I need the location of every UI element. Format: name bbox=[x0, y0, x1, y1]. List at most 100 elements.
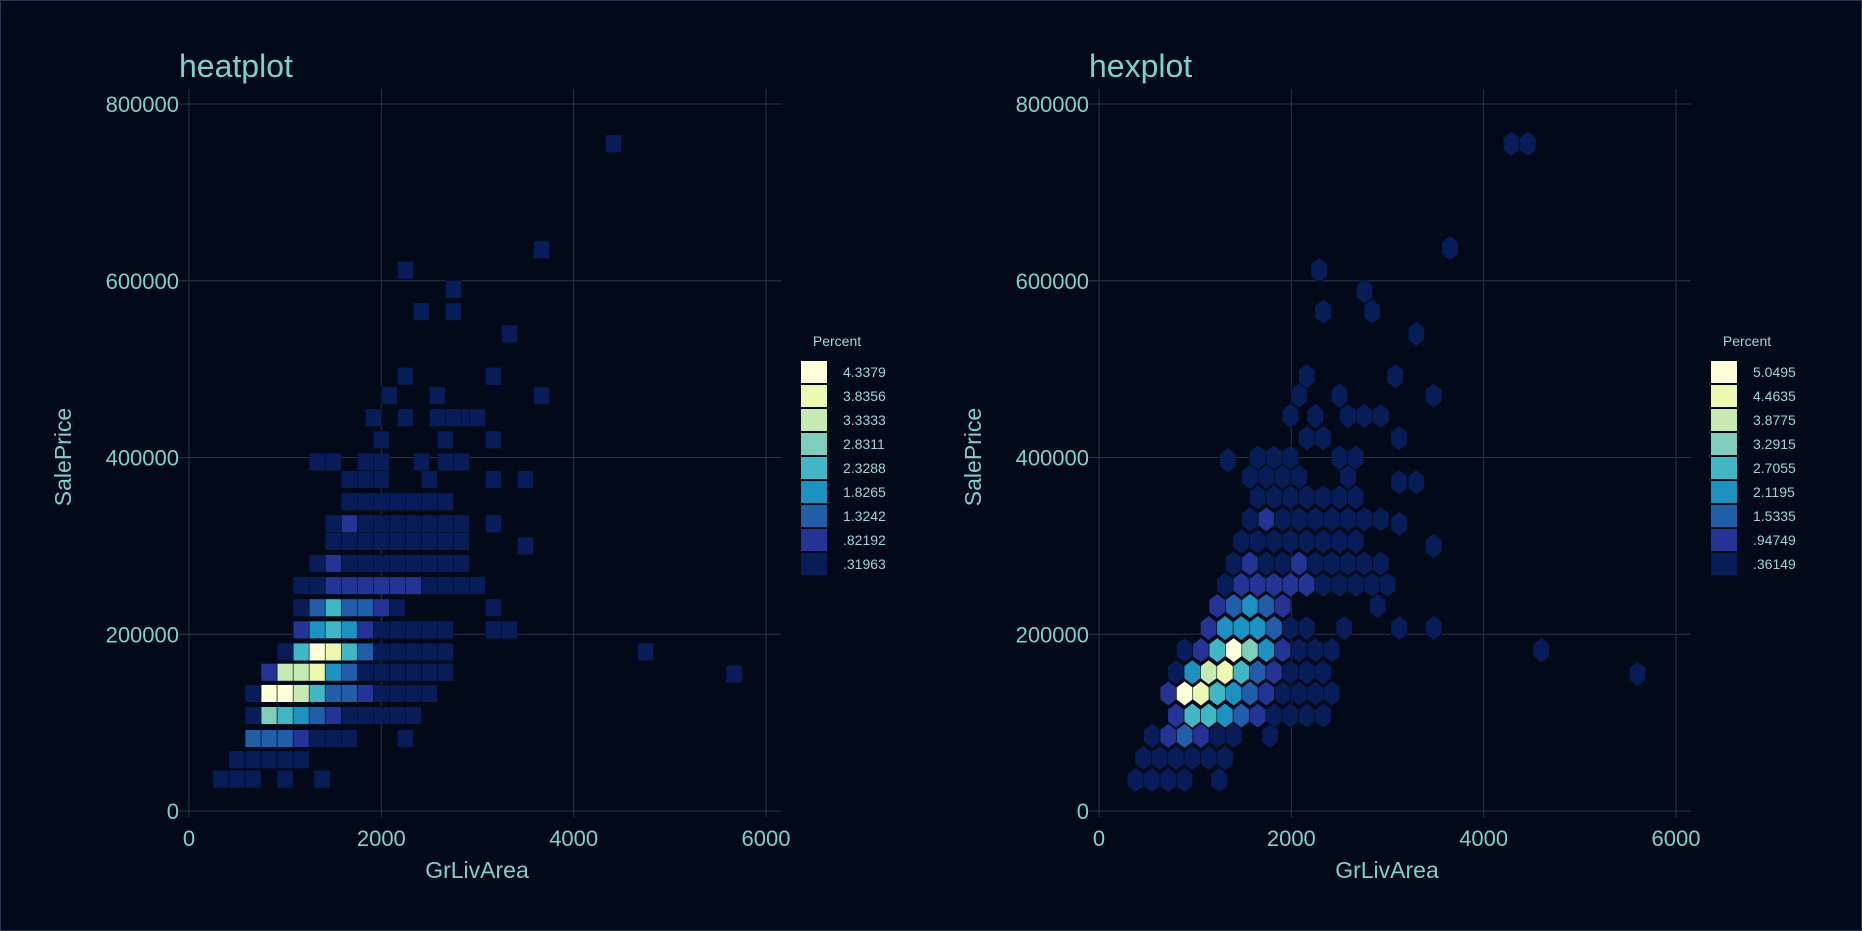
legend-label: 2.3288 bbox=[843, 460, 886, 476]
heat-cell bbox=[373, 706, 390, 725]
heat-cell bbox=[356, 663, 374, 682]
heat-cell bbox=[437, 576, 454, 595]
legend-label: .94749 bbox=[1753, 532, 1796, 548]
hex-cell bbox=[1310, 257, 1328, 283]
hex-cell bbox=[1200, 702, 1218, 729]
heat-cell bbox=[340, 598, 358, 617]
heat-cell bbox=[356, 598, 374, 617]
heat-cell bbox=[445, 280, 462, 299]
heat-cell bbox=[405, 532, 422, 551]
heat-cell bbox=[244, 729, 262, 748]
hex-cell bbox=[1232, 659, 1250, 686]
hex-cell bbox=[1355, 403, 1373, 429]
hex-cell bbox=[1390, 425, 1408, 451]
hex-cell bbox=[1241, 637, 1259, 663]
hexplot-ticks: 0 2000 4000 6000 0 200000 400000 600000 800000 bbox=[1016, 92, 1701, 851]
hex-cell bbox=[1216, 702, 1234, 729]
hex-cell bbox=[1265, 528, 1283, 555]
heat-cell bbox=[308, 554, 326, 573]
hex-cell bbox=[1127, 767, 1145, 793]
heat-cell bbox=[485, 367, 502, 386]
heat-cell bbox=[340, 706, 358, 725]
heat-cell bbox=[324, 452, 342, 472]
hex-cell bbox=[1216, 615, 1234, 641]
heat-cell bbox=[340, 554, 358, 573]
heat-cell bbox=[260, 729, 278, 748]
heat-cell bbox=[340, 684, 358, 703]
legend-swatch bbox=[1711, 409, 1737, 431]
heat-cell bbox=[373, 620, 390, 639]
heat-cell bbox=[276, 729, 294, 748]
legend-swatch bbox=[1711, 505, 1737, 527]
hex-cell bbox=[1183, 702, 1201, 729]
heat-cell bbox=[389, 663, 406, 682]
heat-cell bbox=[308, 729, 326, 748]
hex-cell bbox=[1225, 723, 1243, 749]
heat-cell bbox=[373, 532, 390, 551]
legend-label: 2.1195 bbox=[1753, 484, 1795, 500]
heat-cell bbox=[437, 554, 454, 573]
x-tick-label: 4000 bbox=[1459, 826, 1508, 851]
hexplot-panel: hexplot 0 2000 4000 6000 0 200000 400000 600000… bbox=[960, 48, 1796, 883]
hex-cell bbox=[1281, 572, 1299, 598]
hex-cell bbox=[1216, 745, 1234, 771]
legend-label: 3.8356 bbox=[843, 388, 886, 404]
hex-cell bbox=[1339, 464, 1357, 490]
hex-cell bbox=[1208, 680, 1226, 707]
hexplot-ylabel: SalePrice bbox=[960, 408, 986, 506]
heat-cell bbox=[324, 663, 342, 682]
heat-cell bbox=[405, 642, 422, 662]
heat-cell bbox=[429, 408, 446, 427]
heat-cell bbox=[405, 684, 422, 703]
hex-cell bbox=[1232, 615, 1250, 641]
heat-cell bbox=[437, 492, 454, 511]
heat-cell bbox=[637, 642, 655, 662]
heat-cell bbox=[308, 642, 326, 662]
hex-cell bbox=[1232, 528, 1250, 555]
y-tick-label: 800000 bbox=[106, 92, 179, 117]
hex-cell bbox=[1372, 506, 1390, 533]
y-tick-label: 400000 bbox=[1016, 446, 1089, 471]
hex-cell bbox=[1274, 593, 1292, 619]
hex-cell bbox=[1143, 767, 1161, 793]
heat-cell bbox=[405, 706, 422, 725]
legend-swatch bbox=[801, 505, 827, 527]
hex-cell bbox=[1281, 528, 1299, 555]
heat-cell bbox=[389, 554, 406, 573]
hex-cell bbox=[1379, 572, 1396, 598]
hex-cell bbox=[1298, 484, 1316, 511]
heat-cell bbox=[389, 514, 406, 533]
hex-cell bbox=[1208, 637, 1226, 663]
hex-cell bbox=[1249, 572, 1267, 598]
hex-cell bbox=[1532, 637, 1550, 663]
heat-cell bbox=[533, 240, 550, 259]
heat-cell bbox=[292, 598, 310, 617]
heat-cell bbox=[421, 663, 438, 682]
heat-cell bbox=[356, 452, 374, 472]
hex-cell bbox=[1330, 382, 1348, 409]
heat-cell bbox=[340, 470, 358, 489]
heatplot-panel: heatplot 0 2000 4000 6000 0 200000 400000 60000… bbox=[50, 48, 886, 883]
heat-cell bbox=[437, 620, 454, 639]
hex-cell bbox=[1298, 572, 1316, 598]
hex-cell bbox=[1192, 680, 1210, 707]
heat-cell bbox=[260, 663, 278, 682]
hexplot-title: hexplot bbox=[1089, 48, 1192, 84]
legend-swatch bbox=[1711, 457, 1737, 479]
hex-cell bbox=[1241, 680, 1259, 707]
heatplot-xlabel: GrLivArea bbox=[425, 857, 529, 883]
hex-cell bbox=[1257, 550, 1275, 577]
hex-cell bbox=[1257, 680, 1275, 707]
legend-label: 3.3333 bbox=[843, 412, 886, 428]
hex-cell bbox=[1290, 464, 1308, 490]
heat-cell bbox=[373, 514, 390, 533]
heat-cell bbox=[292, 620, 310, 639]
heat-cell bbox=[421, 620, 438, 639]
legend-title: Percent bbox=[1723, 333, 1771, 349]
heat-cell bbox=[324, 620, 342, 639]
heat-cell bbox=[260, 750, 278, 769]
heat-cell bbox=[373, 452, 390, 472]
hex-cell bbox=[1159, 723, 1177, 749]
hex-cell bbox=[1257, 506, 1275, 533]
hex-cell bbox=[1290, 382, 1308, 409]
